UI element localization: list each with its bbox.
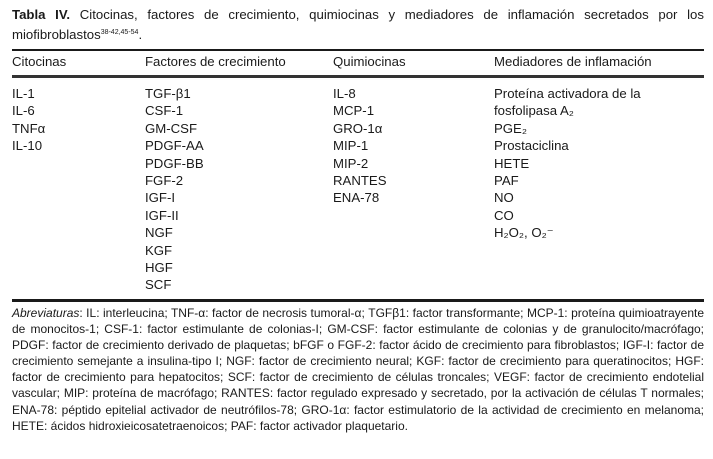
header-quimiocinas: Quimiocinas <box>333 54 406 69</box>
table-cell: PDGF-AA <box>145 138 204 154</box>
bottom-rule <box>12 299 704 302</box>
footnote-text: : IL: interleucina; TNF-α: factor de nec… <box>12 306 704 433</box>
header-mediadores: Mediadores de inflamación <box>494 54 652 69</box>
table-cell: TGF-β1 <box>145 86 191 101</box>
table-cell: CO <box>494 207 514 223</box>
table-cell: FGF-2 <box>145 173 184 189</box>
footnote-label: Abreviaturas <box>12 306 80 320</box>
table-caption: Tabla IV. Citocinas, factores de crecimi… <box>12 6 704 44</box>
header-factores: Factores de crecimiento <box>145 54 286 69</box>
table-cell: HGF <box>145 260 173 276</box>
table-cell: PDGF-BB <box>145 155 204 171</box>
table-cell: CSF-1 <box>145 103 184 119</box>
table-cell: fosfolipasa A₂ <box>494 103 574 119</box>
table-cell: KGF <box>145 242 173 258</box>
column-factores: TGF-β1 CSF-1 GM-CSF PDGF-AA PDGF-BB FGF-2 IGF-… <box>145 85 204 294</box>
table-cell: ENA-78 <box>333 190 380 206</box>
table-cell: IGF-II <box>145 207 179 223</box>
table-cell: Prostaciclina <box>494 138 569 154</box>
table-cell: HETE <box>494 155 530 171</box>
column-mediadores: Proteína activadora de la fosfolipasa A₂ P… <box>494 85 641 242</box>
column-citocinas: IL-1 IL-6 TNFα IL-10 <box>12 85 45 155</box>
header-citocinas: Citocinas <box>12 54 67 69</box>
table-cell: GRO-1α <box>333 120 383 136</box>
table-cell: IL-8 <box>333 86 356 101</box>
abbreviations-footnote: Abreviaturas: IL: interleucina; TNF-α: f… <box>12 305 704 434</box>
table-cell: IL-10 <box>12 138 43 154</box>
caption-refs: 38-42,45-54 <box>100 29 139 36</box>
table-cell: TNFα <box>12 120 46 136</box>
table-cell: Proteína activadora de la <box>494 86 641 101</box>
header-rule <box>12 75 704 78</box>
table-cell: PAF <box>494 173 519 189</box>
table-cell: RANTES <box>333 173 387 189</box>
table-label: Tabla IV. <box>12 7 71 22</box>
table-cell: IGF-I <box>145 190 176 206</box>
table-cell: NGF <box>145 225 173 241</box>
caption-end: . <box>138 27 143 42</box>
table-cell: IL-1 <box>12 86 35 101</box>
table-cell: GM-CSF <box>145 120 198 136</box>
table-cell: H₂O₂, O₂⁻ <box>494 225 554 241</box>
table-cell: MIP-2 <box>333 155 369 171</box>
table-cell: IL-6 <box>12 103 35 119</box>
table-cell: MIP-1 <box>333 138 369 154</box>
table-cell: PGE₂ <box>494 120 527 136</box>
table-cell: MCP-1 <box>333 103 375 119</box>
table-cell: NO <box>494 190 514 206</box>
top-rule <box>12 49 704 51</box>
caption-text: Citocinas, factores de crecimiento, quim… <box>12 7 704 42</box>
column-quimiocinas: IL-8 MCP-1 GRO-1α MIP-1 MIP-2 RANTES ENA-78 <box>333 85 387 207</box>
table-cell: SCF <box>145 277 172 293</box>
